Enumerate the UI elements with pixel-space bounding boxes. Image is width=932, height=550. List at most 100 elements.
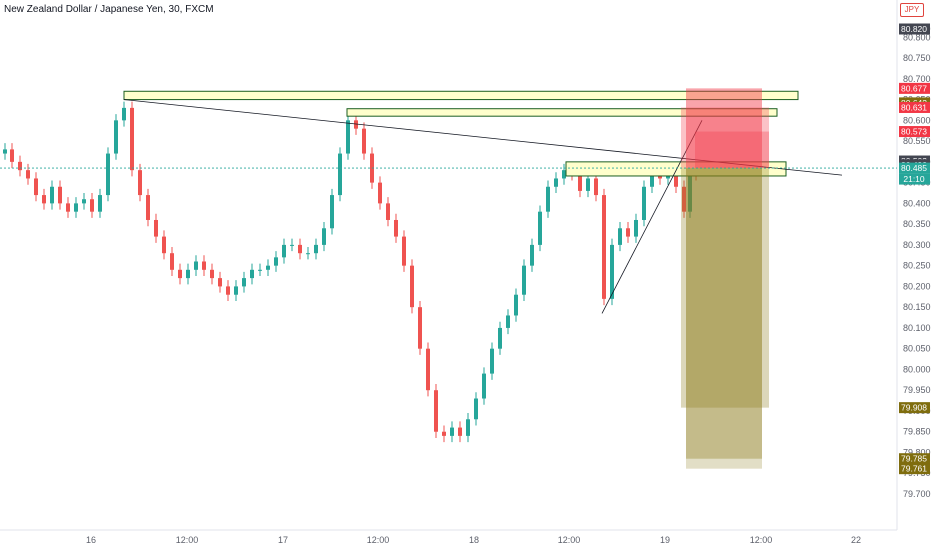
candle-body (474, 398, 478, 420)
candle-body (688, 170, 692, 212)
stop-loss-box-2 (681, 107, 769, 169)
candle-body (26, 170, 30, 179)
time-tick-label: 12:00 (367, 535, 390, 545)
candle-body (138, 170, 142, 196)
candle-body (242, 278, 246, 287)
candle-body (538, 211, 542, 245)
candle-body (578, 174, 582, 191)
candle-body (10, 149, 14, 162)
price-tick-label: 80.250 (903, 261, 931, 271)
candle-body (274, 257, 278, 266)
candle-body (402, 236, 406, 266)
stop-loss-box-1 (686, 88, 762, 169)
candle-body (426, 348, 430, 391)
candle-body (3, 149, 7, 154)
candle-body (338, 153, 342, 196)
price-tag-label: 21:10 (903, 174, 925, 184)
candle-body (498, 327, 502, 349)
trend-line-descending (123, 99, 843, 176)
candle-body (114, 120, 118, 154)
candle-body (18, 161, 22, 171)
candle-body (90, 199, 94, 212)
candle-body (306, 253, 310, 255)
candle-body (626, 228, 630, 237)
price-tick-label: 80.800 (903, 32, 931, 42)
candle-body (594, 178, 598, 196)
take-profit-box-2 (681, 168, 769, 408)
candle-body (162, 236, 166, 254)
candle-body (258, 269, 262, 271)
candle-body (58, 186, 62, 204)
candle-body (362, 128, 366, 154)
candle-body (82, 199, 86, 204)
candle-body (354, 120, 358, 129)
candle-body (522, 265, 526, 295)
time-tick-label: 16 (86, 535, 96, 545)
candle-body (130, 107, 134, 171)
price-tick-label: 80.100 (903, 323, 931, 333)
price-tag (899, 126, 930, 138)
time-tick-label: 12:00 (750, 535, 773, 545)
price-tag (899, 82, 930, 94)
price-tag-label: 79.785 (901, 454, 927, 464)
candle-body (434, 390, 438, 432)
candle-body (450, 427, 454, 436)
time-tick-label: 18 (469, 535, 479, 545)
price-tag-label: 79.908 (901, 403, 927, 413)
candle-body (122, 107, 126, 121)
price-tick-label: 80.300 (903, 240, 931, 250)
candle-body (66, 203, 70, 212)
candle-body (106, 153, 110, 196)
candle-body (98, 195, 102, 212)
price-tag (899, 23, 930, 35)
candle-body (546, 186, 550, 212)
symbol-badge[interactable]: JPY (900, 3, 924, 17)
price-tag (899, 402, 930, 414)
candle-body (346, 120, 350, 154)
candle-body (394, 219, 398, 237)
candle-body (250, 269, 254, 279)
price-tick-label: 79.700 (903, 489, 931, 499)
candle-body (562, 170, 566, 179)
price-tick-label: 80.550 (903, 136, 931, 146)
time-tick-label: 22 (851, 535, 861, 545)
candle-body (146, 195, 150, 220)
take-profit-box-3 (686, 168, 762, 469)
price-tick-label: 80.050 (903, 344, 931, 354)
candle-body (482, 373, 486, 399)
price-tag (899, 173, 930, 185)
candle-body (490, 348, 494, 374)
candle-body (586, 178, 590, 191)
candle-body (386, 203, 390, 220)
candle-body (442, 431, 446, 436)
candle-body (610, 244, 614, 299)
candle-body (602, 195, 606, 299)
price-tag-label: 80.573 (901, 127, 927, 137)
candle-body (642, 186, 646, 220)
price-tick-label: 80.150 (903, 302, 931, 312)
stop-loss-box-3 (695, 131, 769, 169)
candle-body (210, 269, 214, 279)
candle-body (218, 278, 222, 287)
trend-line-rising (601, 120, 703, 314)
price-tag-label: 80.631 (901, 102, 927, 112)
candle-body (650, 170, 654, 187)
candle-body (234, 286, 238, 295)
candle-body (154, 219, 158, 237)
price-tick-label: 80.750 (903, 53, 931, 63)
price-tick-label: 80.000 (903, 364, 931, 374)
candle-body (418, 307, 422, 349)
candle-body (266, 265, 270, 270)
price-tag (899, 453, 930, 465)
candle-body (42, 195, 46, 204)
candle-body (282, 244, 286, 258)
price-tag (899, 463, 930, 475)
candle-body (50, 186, 54, 204)
price-tick-label: 79.950 (903, 385, 931, 395)
price-tag-label: 80.820 (901, 24, 927, 34)
price-tick-label: 80.200 (903, 281, 931, 291)
candle-body (194, 261, 198, 270)
candle-body (618, 228, 622, 245)
